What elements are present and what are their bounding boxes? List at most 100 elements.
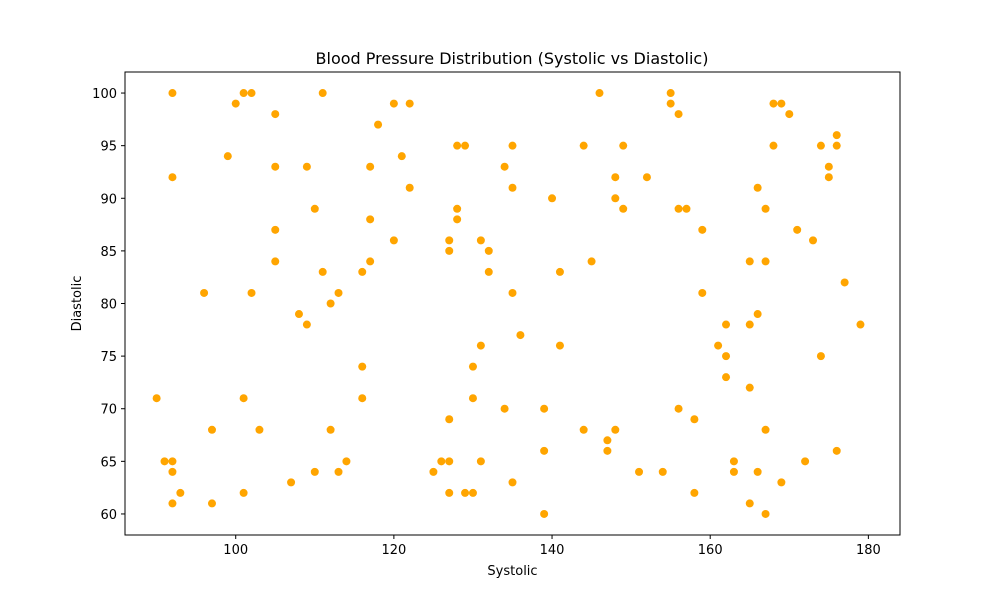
data-point	[294, 310, 303, 319]
data-point	[603, 436, 612, 445]
data-point	[287, 478, 296, 487]
data-point	[207, 499, 216, 508]
data-point	[619, 141, 628, 150]
data-point	[674, 204, 683, 213]
data-point	[666, 89, 675, 98]
data-point	[816, 141, 825, 150]
data-point	[619, 204, 628, 213]
data-point	[722, 320, 731, 329]
data-point	[152, 394, 161, 403]
data-point	[761, 257, 770, 266]
data-point	[366, 257, 375, 266]
data-point	[223, 152, 232, 161]
data-point	[722, 352, 731, 361]
data-point	[389, 99, 398, 108]
data-point	[476, 341, 485, 350]
y-tick-label: 85	[100, 245, 117, 260]
data-point	[753, 310, 762, 319]
data-point	[603, 446, 612, 455]
data-point	[761, 204, 770, 213]
data-point	[761, 509, 770, 518]
data-point	[674, 404, 683, 413]
data-point	[856, 320, 865, 329]
data-point	[476, 457, 485, 466]
y-axis-ticks: 60 65 70 75 80 85 90 95 100	[92, 87, 125, 523]
plot-area-frame	[124, 71, 901, 536]
data-point	[397, 152, 406, 161]
data-point	[445, 488, 454, 497]
data-point	[785, 110, 794, 119]
data-point	[611, 425, 620, 434]
data-point	[714, 341, 723, 350]
data-point	[326, 425, 335, 434]
data-point	[745, 383, 754, 392]
data-point	[745, 499, 754, 508]
data-point	[247, 89, 256, 98]
data-point	[310, 204, 319, 213]
data-point	[745, 320, 754, 329]
data-point	[302, 162, 311, 171]
data-point	[793, 225, 802, 234]
data-point	[508, 478, 517, 487]
data-point	[816, 352, 825, 361]
data-point	[200, 288, 209, 297]
data-point	[207, 425, 216, 434]
data-point	[729, 467, 738, 476]
data-point	[832, 131, 841, 140]
data-point	[832, 446, 841, 455]
data-point	[824, 173, 833, 182]
data-point	[389, 236, 398, 245]
data-point	[168, 467, 177, 476]
data-point	[540, 509, 549, 518]
data-point	[255, 425, 264, 434]
data-point	[476, 236, 485, 245]
data-point	[658, 467, 667, 476]
data-point	[461, 488, 470, 497]
data-point	[690, 415, 699, 424]
points-layer	[152, 89, 865, 518]
x-tick-label: 180	[856, 543, 881, 558]
data-point	[468, 488, 477, 497]
data-point	[753, 183, 762, 192]
data-point	[366, 215, 375, 224]
data-point	[777, 99, 786, 108]
data-point	[642, 173, 651, 182]
data-point	[635, 467, 644, 476]
data-point	[595, 89, 604, 98]
data-point	[824, 162, 833, 171]
data-point	[555, 267, 564, 276]
data-point	[698, 225, 707, 234]
y-tick-label: 100	[92, 87, 117, 102]
data-point	[445, 415, 454, 424]
data-point	[247, 288, 256, 297]
data-point	[310, 467, 319, 476]
data-point	[445, 236, 454, 245]
y-tick-label: 80	[100, 298, 117, 313]
data-point	[342, 457, 351, 466]
data-point	[698, 288, 707, 297]
data-point	[302, 320, 311, 329]
data-point	[453, 141, 462, 150]
x-tick-label: 120	[381, 543, 406, 558]
data-point	[809, 236, 818, 245]
data-point	[445, 457, 454, 466]
data-point	[745, 257, 754, 266]
data-point	[239, 488, 248, 497]
data-point	[468, 362, 477, 371]
data-point	[318, 267, 327, 276]
data-point	[722, 373, 731, 382]
data-point	[461, 141, 470, 150]
data-point	[516, 331, 525, 340]
data-point	[674, 110, 683, 119]
data-point	[445, 246, 454, 255]
data-point	[374, 120, 383, 129]
data-point	[334, 467, 343, 476]
data-point	[540, 404, 549, 413]
data-point	[579, 141, 588, 150]
data-point	[540, 446, 549, 455]
data-point	[168, 89, 177, 98]
data-point	[318, 89, 327, 98]
data-point	[358, 267, 367, 276]
data-point	[508, 183, 517, 192]
